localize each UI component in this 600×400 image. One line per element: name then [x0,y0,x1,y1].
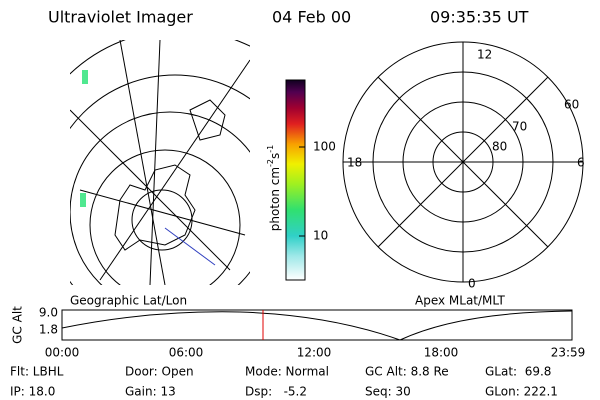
info-field: IP: 18.0 [10,385,55,399]
altitude-ylabel: GC Alt [11,306,25,344]
altitude-frame [61,309,573,341]
altitude-ytick: 1.8 [39,323,58,337]
info-field: Gain: 13 [125,385,176,399]
mlat-label: 70 [512,120,527,134]
polar-grid [342,41,584,283]
colorbar-tick-label: 10 [313,229,328,243]
time-tick: 12:00 [297,346,332,360]
mlt-label: 18 [347,156,362,170]
mlat-label: 60 [564,98,579,112]
info-field: Door: Open [125,365,194,379]
info-field: Flt: LBHL [10,365,64,379]
time-tick: 23:59 [551,346,586,360]
info-field: Mode: Normal [245,365,329,379]
geographic-map [70,40,250,285]
date: 04 Feb 00 [272,8,351,27]
info-panel: Flt: LBHL Door: Open Mode: Normal GC Alt: 8… [10,365,558,399]
exponent: -1 [266,145,275,153]
info-field: GLat: 69.8 [485,365,551,379]
altitude-ytick: 9.0 [39,306,58,320]
info-field: GC Alt: 8.8 Re [365,365,449,379]
colorbar-tick-label: 100 [313,140,336,154]
unit: photon cm [268,167,282,231]
time-tick: 06:00 [169,346,204,360]
mlt-label: 12 [477,48,492,62]
colorbar [285,79,306,281]
mlt-label: 0 [468,277,476,291]
time: 09:35:35 UT [430,8,529,27]
info-field: Dsp: -5.2 [245,385,307,399]
altitude-curve [61,310,573,341]
title: Ultraviolet Imager [48,8,193,27]
exponent: -2 [266,159,275,167]
mlt-label: 6 [577,156,585,170]
time-tick: 00:00 [45,346,80,360]
polar-label: Apex MLat/MLT [415,294,505,308]
info-field: Seq: 30 [365,385,411,399]
map-label: Geographic Lat/Lon [70,294,187,308]
info-field: GLon: 222.1 [485,385,558,399]
colorbar-label: photon cm-2s-1 [266,145,282,232]
mlat-label: 80 [492,140,507,154]
unit: s [268,153,282,159]
time-tick: 18:00 [424,346,459,360]
